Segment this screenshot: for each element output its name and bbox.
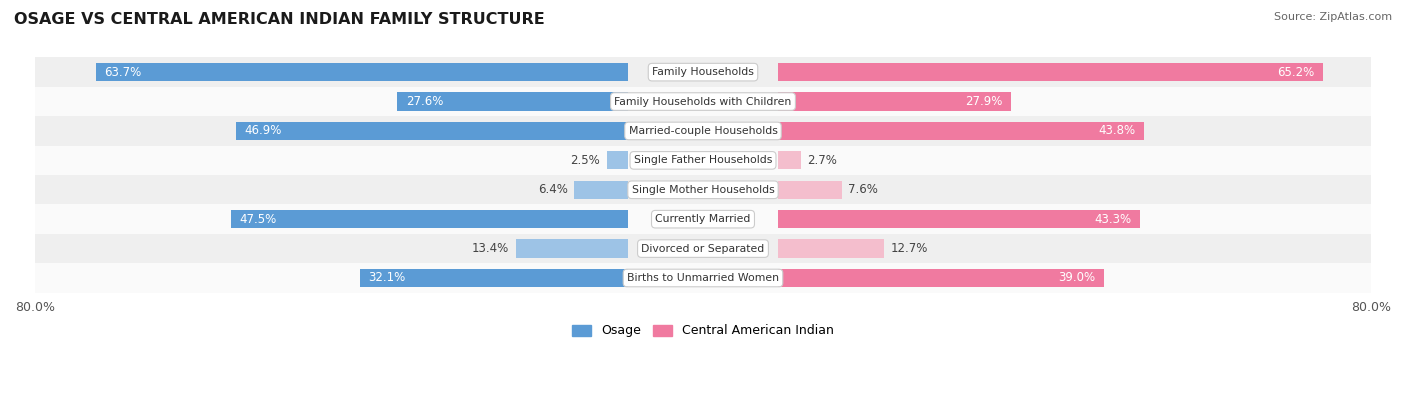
Bar — [778, 92, 1011, 111]
Bar — [236, 122, 628, 140]
Bar — [778, 151, 800, 169]
Text: Family Households with Children: Family Households with Children — [614, 96, 792, 107]
Text: Family Households: Family Households — [652, 67, 754, 77]
Bar — [778, 181, 842, 199]
Bar — [778, 63, 1323, 81]
Text: Married-couple Households: Married-couple Households — [628, 126, 778, 136]
Text: 2.7%: 2.7% — [807, 154, 837, 167]
Legend: Osage, Central American Indian: Osage, Central American Indian — [567, 320, 839, 342]
Bar — [35, 87, 1371, 116]
Bar — [35, 116, 1371, 146]
Bar — [35, 175, 1371, 205]
Bar — [360, 269, 628, 287]
Bar — [231, 210, 628, 228]
Text: 65.2%: 65.2% — [1277, 66, 1315, 79]
Bar — [35, 234, 1371, 263]
Text: 39.0%: 39.0% — [1059, 271, 1095, 284]
Text: 27.6%: 27.6% — [406, 95, 443, 108]
Bar — [516, 239, 628, 258]
Bar — [398, 92, 628, 111]
Text: 32.1%: 32.1% — [368, 271, 405, 284]
Bar — [607, 151, 628, 169]
Text: Births to Unmarried Women: Births to Unmarried Women — [627, 273, 779, 283]
Text: 46.9%: 46.9% — [245, 124, 283, 137]
Text: 47.5%: 47.5% — [239, 213, 277, 226]
Bar — [778, 269, 1104, 287]
Bar — [778, 239, 884, 258]
Bar — [778, 210, 1140, 228]
Text: 43.3%: 43.3% — [1094, 213, 1132, 226]
Text: Single Mother Households: Single Mother Households — [631, 185, 775, 195]
Text: OSAGE VS CENTRAL AMERICAN INDIAN FAMILY STRUCTURE: OSAGE VS CENTRAL AMERICAN INDIAN FAMILY … — [14, 12, 544, 27]
Bar — [35, 205, 1371, 234]
Text: 12.7%: 12.7% — [891, 242, 928, 255]
Text: Single Father Households: Single Father Households — [634, 155, 772, 166]
Bar — [35, 263, 1371, 293]
Text: 13.4%: 13.4% — [472, 242, 509, 255]
Bar — [35, 57, 1371, 87]
Text: Currently Married: Currently Married — [655, 214, 751, 224]
Text: 6.4%: 6.4% — [538, 183, 568, 196]
Text: 27.9%: 27.9% — [966, 95, 1002, 108]
Text: 63.7%: 63.7% — [104, 66, 142, 79]
Text: Divorced or Separated: Divorced or Separated — [641, 244, 765, 254]
Bar — [778, 122, 1144, 140]
Bar — [35, 146, 1371, 175]
Text: 43.8%: 43.8% — [1098, 124, 1136, 137]
Bar — [96, 63, 628, 81]
Text: 7.6%: 7.6% — [848, 183, 879, 196]
Bar — [575, 181, 628, 199]
Text: 2.5%: 2.5% — [571, 154, 600, 167]
Text: Source: ZipAtlas.com: Source: ZipAtlas.com — [1274, 12, 1392, 22]
